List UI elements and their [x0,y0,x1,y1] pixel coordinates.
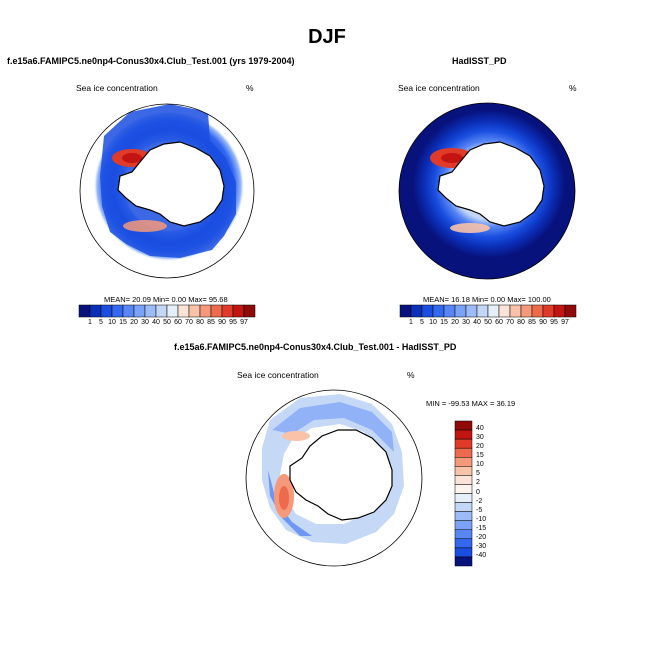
colorbar-swatch [454,466,473,476]
colorbar-swatch [243,304,256,318]
colorbar-tick-label: -10 [476,515,487,523]
colorbar-tick-label: 50 [484,319,492,326]
colorbar-tick-label: 20 [476,443,484,451]
colorbar-tick-label: 60 [174,319,182,326]
colorbar-swatch [454,529,473,540]
panel3-title: f.e15a6.FAMIPC5.ne0np4-Conus30x4.Club_Te… [174,342,457,352]
panel1-antarctica [117,141,225,227]
colorbar-tick-label: 5 [99,319,103,326]
colorbar-swatch [454,493,473,503]
panel1-stats: MEAN= 20.09 Min= 0.00 Max= 95.68 [104,295,228,304]
colorbar-tick-label: 50 [163,319,171,326]
season-title: DJF [308,26,346,48]
colorbar-tick-label: 95 [229,319,237,326]
panel2-title: HadISST_PD [452,56,507,66]
colorbar-tick-label: 40 [152,319,160,326]
colorbar-tick-label: 40 [473,319,481,326]
colorbar-swatch [454,438,473,449]
colorbar-tick-label: -15 [476,524,487,532]
panel2-stats: MEAN= 16.18 Min= 0.00 Max= 100.00 [423,295,551,304]
colorbar-tick-label: -20 [476,533,487,541]
colorbar-tick-label: 95 [550,319,558,326]
colorbar-tick-label: 60 [495,319,503,326]
colorbar-tick-label: 40 [476,425,484,433]
colorbar-tick-label: 15 [476,452,484,460]
panel2-antarctica [437,141,545,227]
colorbar-tick-label: -40 [476,551,487,559]
colorbar-swatch [564,304,577,318]
colorbar-tick-label: 20 [130,319,138,326]
panel3-colorbar [454,420,473,567]
colorbar-tick-label: 85 [207,319,215,326]
colorbar-tick-label: 70 [506,319,514,326]
colorbar-tick-label: 15 [440,319,448,326]
colorbar-tick-label: 15 [119,319,127,326]
panel1-colorbar [78,304,256,318]
colorbar-tick-label: -2 [476,497,483,505]
colorbar-tick-label: 30 [476,434,484,442]
colorbar-tick-label: 10 [429,319,437,326]
colorbar-tick-label: 2 [476,479,480,487]
panel2-variable-label: Sea ice concentration [398,83,480,93]
colorbar-tick-label: 80 [517,319,525,326]
colorbar-swatch [454,429,473,440]
panel3-map-boundary [245,389,423,567]
colorbar-tick-label: 97 [240,319,248,326]
colorbar-swatch [454,547,473,558]
colorbar-tick-label: 0 [476,488,480,496]
panel2-colorbar [399,304,577,318]
panel1-units-label: % [246,83,254,93]
panel3-minmax: MIN = -99.53 MAX = 36.19 [426,399,516,408]
colorbar-swatch [454,420,473,431]
colorbar-tick-label: 90 [218,319,226,326]
colorbar-tick-label: 97 [561,319,569,326]
colorbar-tick-label: -30 [476,542,487,550]
colorbar-swatch [454,502,473,512]
panel2-map-boundary [398,102,576,280]
colorbar-tick-label: 20 [451,319,459,326]
panel2-units-label: % [569,83,577,93]
colorbar-swatch [454,556,473,567]
panel2-ross-band [450,223,490,233]
colorbar-tick-label: -5 [476,506,483,514]
colorbar-swatch [454,484,473,494]
colorbar-tick-label: 70 [185,319,193,326]
colorbar-swatch [454,447,473,458]
panel1-ross-band [123,220,167,232]
panel3-units-label: % [407,370,415,380]
panel1-title: f.e15a6.FAMIPC5.ne0np4-Conus30x4.Club_Te… [7,56,295,66]
colorbar-tick-label: 30 [462,319,470,326]
colorbar-tick-label: 80 [196,319,204,326]
colorbar-tick-label: 90 [539,319,547,326]
panel1-map-boundary [79,103,255,279]
colorbar-swatch [454,538,473,549]
colorbar-tick-label: 5 [476,470,480,478]
colorbar-swatch [454,457,473,467]
panel1-variable-label: Sea ice concentration [76,83,158,93]
colorbar-swatch [454,511,473,521]
colorbar-swatch [454,520,473,530]
colorbar-tick-label: 1 [88,319,92,326]
colorbar-tick-label: 85 [528,319,536,326]
panel3-antarctica [289,429,393,521]
colorbar-swatch [454,475,473,485]
colorbar-tick-label: 30 [141,319,149,326]
colorbar-tick-label: 1 [409,319,413,326]
colorbar-tick-label: 5 [420,319,424,326]
colorbar-tick-label: 10 [476,461,484,469]
colorbar-tick-label: 10 [108,319,116,326]
panel3-variable-label: Sea ice concentration [237,370,319,380]
